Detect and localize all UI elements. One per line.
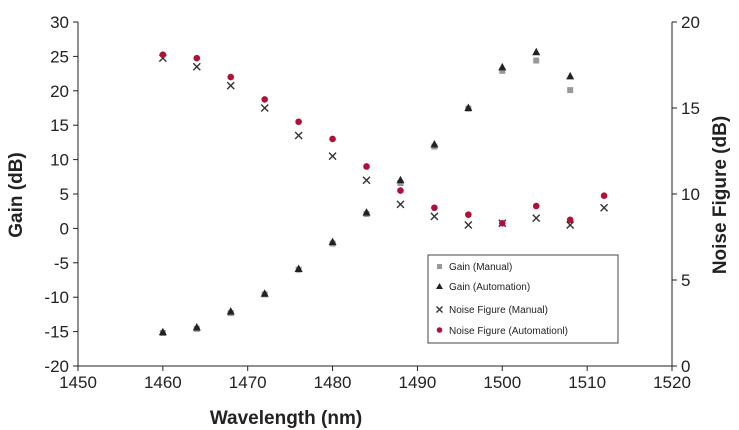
gain-automation-point <box>192 322 201 331</box>
noise-figure-automation-point <box>193 54 201 62</box>
x-tick-label: 1470 <box>229 373 267 392</box>
gain-automation-point <box>464 103 473 111</box>
left-y-tick-label: -5 <box>54 254 69 273</box>
gain-automation-point <box>294 264 303 272</box>
gain-automation-point <box>158 327 167 336</box>
left-y-tick-label: 10 <box>50 151 69 170</box>
noise-figure-manual-point <box>192 62 201 71</box>
noise-figure-automation-point <box>329 135 336 143</box>
noise-figure-automation-point <box>532 202 540 210</box>
left-y-axis-ticks: -20 -15 -10 -5 0 5 10 15 20 25 30 <box>44 13 78 376</box>
legend-label: Gain (Manual) <box>449 262 512 273</box>
right-y-tick-label: 10 <box>681 185 700 204</box>
gain-automation-point <box>328 237 337 246</box>
noise-figure-manual-point <box>532 214 541 223</box>
noise-figure-manual-point <box>430 212 439 221</box>
noise-figure-automation-point <box>363 163 370 170</box>
left-y-axis-title: Gain (dB) <box>6 152 27 238</box>
left-y-tick-label: 25 <box>50 47 69 66</box>
left-y-tick-label: 0 <box>60 219 69 238</box>
left-y-tick-label: -20 <box>44 357 69 376</box>
left-y-tick-label: 20 <box>50 82 69 101</box>
right-y-axis-title: Noise Figure (dB) <box>710 116 731 274</box>
noise-figure-automation-point <box>465 211 472 218</box>
noise-figure-manual-point <box>294 131 303 140</box>
triangle-marker-icon <box>436 283 443 289</box>
left-y-tick-label: 5 <box>60 185 69 204</box>
left-y-tick-label: -15 <box>44 323 69 342</box>
gain-manual-point <box>533 57 540 64</box>
right-y-tick-label: 20 <box>681 13 700 32</box>
gain-automation-point <box>396 175 405 184</box>
x-tick-label: 1450 <box>59 373 97 392</box>
legend-box <box>427 254 619 344</box>
legend: Gain (Manual) Gain (Automation) Noise Fi… <box>427 254 619 344</box>
legend-entry-gain-automation: Gain (Automation) <box>436 282 530 293</box>
x-tick-label: 1460 <box>144 373 182 392</box>
gain-automation-point <box>260 289 269 297</box>
data-points <box>158 47 609 336</box>
noise-figure-automation-point <box>498 219 506 227</box>
gain-manual-point <box>567 87 574 94</box>
noise-figure-automation-point <box>159 51 167 58</box>
legend-entry-gain-manual: Gain (Manual) <box>437 262 512 273</box>
noise-figure-manual-point <box>396 200 405 209</box>
dot-marker-icon <box>436 327 443 333</box>
noise-figure-automation-point <box>566 216 574 224</box>
legend-label: Noise Figure (Automationl) <box>449 326 568 337</box>
noise-figure-automation-point <box>261 96 268 103</box>
x-tick-label: 1480 <box>314 373 352 392</box>
noise-figure-manual-point <box>566 220 575 229</box>
noise-figure-manual-point <box>328 152 337 161</box>
gain-automation-point <box>430 139 439 148</box>
noise-figure-manual-point <box>226 81 235 90</box>
gain-automation-point <box>498 62 507 71</box>
gain-automation-point <box>566 71 575 80</box>
x-tick-label: 1500 <box>483 373 521 392</box>
legend-entry-noise-automation: Noise Figure (Automationl) <box>436 326 568 337</box>
right-y-tick-label: 5 <box>681 271 690 290</box>
left-y-tick-label: 30 <box>50 13 69 32</box>
right-y-tick-label: 0 <box>681 357 690 376</box>
right-y-axis-ticks: 0 5 10 15 20 <box>672 13 700 376</box>
noise-figure-automation-point <box>295 118 302 126</box>
noise-figure-manual-point <box>362 176 371 185</box>
x-axis-title: Wavelength (nm) <box>210 408 362 429</box>
x-tick-label: 1520 <box>653 373 691 392</box>
noise-figure-manual-point <box>260 104 269 112</box>
noise-figure-manual-point <box>600 203 609 212</box>
right-y-tick-label: 15 <box>681 99 700 118</box>
legend-label: Gain (Automation) <box>449 282 530 293</box>
noise-figure-automation-point <box>397 187 404 194</box>
x-tick-label: 1490 <box>399 373 437 392</box>
left-y-tick-label: -10 <box>44 288 69 307</box>
x-marker-icon <box>436 306 443 313</box>
noise-figure-automation-point <box>431 204 438 212</box>
square-marker-icon <box>437 264 442 269</box>
left-y-tick-label: 15 <box>50 116 69 135</box>
noise-figure-automation-point <box>227 73 235 81</box>
noise-figure-automation-point <box>600 192 608 200</box>
x-axis-ticks: 1450 1460 1470 1480 1490 1500 1510 1520 <box>59 366 691 392</box>
legend-entry-noise-manual: Noise Figure (Manual) <box>436 305 548 316</box>
gain-automation-point <box>226 307 235 315</box>
legend-label: Noise Figure (Manual) <box>449 305 548 316</box>
noise-figure-manual-point <box>464 220 473 229</box>
gain-automation-point <box>532 47 541 56</box>
gain-automation-point <box>362 208 371 216</box>
x-tick-label: 1510 <box>568 373 606 392</box>
gain-manual-point <box>499 67 506 74</box>
